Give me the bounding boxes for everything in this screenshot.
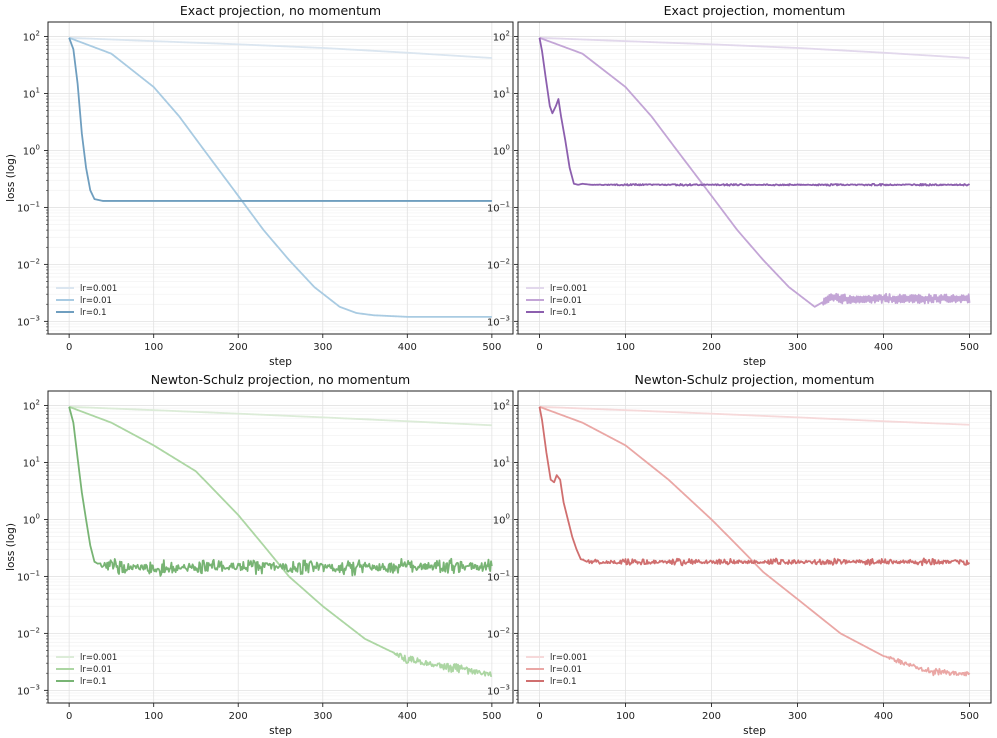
- x-tick-label: 400: [398, 342, 417, 353]
- series-line-lr-0-001: [539, 36, 970, 59]
- series-line-lr-0-1: [68, 37, 492, 202]
- y-tick-label: 10−3: [487, 683, 510, 697]
- x-tick-label: 100: [144, 342, 163, 353]
- legend: lr=0.001 lr=0.01 lr=0.1: [56, 653, 117, 687]
- subplot-1: 10−3 10−2 10−1 100 101 102 0 100 200 300 400 500 Exa…: [5, 3, 514, 368]
- x-tick-label: 300: [313, 342, 332, 353]
- x-tick-label: 0: [66, 711, 72, 722]
- x-tick-label: 400: [398, 711, 417, 722]
- series-line-lr-0-1: [68, 406, 493, 577]
- y-tick-label: 100: [493, 143, 510, 157]
- axes-frame: [47, 390, 514, 704]
- plot-area: [68, 36, 492, 318]
- x-tick-label: 500: [960, 711, 979, 722]
- x-axis-label: step: [269, 356, 292, 368]
- y-tick-label: 10−2: [17, 626, 40, 640]
- chart-title: Exact projection, no momentum: [180, 3, 381, 18]
- legend-label: lr=0.001: [80, 653, 117, 663]
- legend-label: lr=0.1: [80, 677, 107, 687]
- y-tick-label: 10−2: [487, 257, 510, 271]
- y-tick-label: 102: [23, 30, 40, 44]
- legend-label: lr=0.001: [80, 284, 117, 294]
- x-tick-label: 300: [313, 711, 332, 722]
- x-tick-label: 200: [229, 711, 248, 722]
- subplot-4: 10−3 10−2 10−1 100 101 102 0 100 200 300 400 500 New…: [487, 372, 992, 737]
- y-tick-label: 10−3: [17, 314, 40, 328]
- y-tick-label: 10−3: [17, 683, 40, 697]
- series-line-lr-0-01: [68, 36, 492, 318]
- series-line-lr-0-01: [539, 36, 971, 308]
- x-tick-label: 0: [66, 342, 72, 353]
- x-tick-label: 300: [788, 342, 807, 353]
- y-tick-label: 10−1: [17, 569, 40, 583]
- x-tick-label: 400: [874, 342, 893, 353]
- legend-label: lr=0.01: [80, 296, 112, 306]
- legend: lr=0.001 lr=0.01 lr=0.1: [56, 284, 117, 318]
- y-tick-label: 100: [23, 512, 40, 526]
- subplot-2: 10−3 10−2 10−1 100 101 102 0 100 200 300 400 500 Exa…: [487, 3, 992, 368]
- series-line-lr-0-001: [539, 405, 970, 426]
- y-tick-label: 102: [493, 30, 510, 44]
- legend-label: lr=0.01: [550, 665, 582, 675]
- axes-frame: [517, 390, 992, 704]
- y-tick-label: 100: [23, 143, 40, 157]
- x-tick-label: 0: [536, 711, 542, 722]
- y-tick-label: 101: [23, 87, 40, 101]
- y-tick-label: 100: [493, 512, 510, 526]
- axes-frame: [47, 21, 514, 335]
- x-tick-label: 100: [616, 711, 635, 722]
- axes-frame: [517, 21, 992, 335]
- plot-area: [538, 36, 971, 308]
- chart-title: Newton-Schulz projection, no momentum: [151, 372, 410, 387]
- y-tick-label: 102: [493, 399, 510, 413]
- y-tick-label: 102: [23, 399, 40, 413]
- legend-label: lr=0.01: [550, 296, 582, 306]
- x-tick-label: 500: [482, 711, 501, 722]
- y-tick-label: 101: [493, 87, 510, 101]
- x-axis-label: step: [269, 725, 292, 737]
- plot-area: [538, 405, 971, 677]
- y-axis-label: loss (log): [5, 523, 17, 571]
- x-axis-label: step: [743, 725, 766, 737]
- x-tick-label: 0: [536, 342, 542, 353]
- legend-label: lr=0.1: [550, 308, 577, 318]
- x-tick-label: 500: [960, 342, 979, 353]
- subplot-3: 10−3 10−2 10−1 100 101 102 0 100 200 300 400 500 New…: [5, 372, 514, 737]
- legend-label: lr=0.1: [80, 308, 107, 318]
- series-line-lr-0-1: [538, 406, 971, 567]
- y-tick-label: 101: [493, 456, 510, 470]
- x-tick-label: 200: [702, 711, 721, 722]
- series-line-lr-0-001: [69, 405, 492, 427]
- y-tick-label: 10−3: [487, 314, 510, 328]
- y-tick-label: 10−1: [17, 200, 40, 214]
- x-tick-label: 200: [229, 342, 248, 353]
- chart-title: Newton-Schulz projection, momentum: [635, 372, 875, 387]
- series-line-lr-0-1: [538, 37, 971, 187]
- legend: lr=0.001 lr=0.01 lr=0.1: [526, 284, 587, 318]
- plot-area: [68, 405, 493, 678]
- y-tick-label: 10−1: [487, 569, 510, 583]
- x-tick-label: 500: [482, 342, 501, 353]
- y-tick-label: 101: [23, 456, 40, 470]
- x-tick-label: 400: [874, 711, 893, 722]
- x-tick-label: 100: [616, 342, 635, 353]
- x-tick-label: 100: [144, 711, 163, 722]
- x-axis-label: step: [743, 356, 766, 368]
- legend-label: lr=0.1: [550, 677, 577, 687]
- y-tick-label: 10−1: [487, 200, 510, 214]
- legend-label: lr=0.001: [550, 284, 587, 294]
- x-tick-label: 300: [788, 711, 807, 722]
- y-tick-label: 10−2: [17, 257, 40, 271]
- y-axis-label: loss (log): [5, 154, 17, 202]
- series-line-lr-0-01: [539, 405, 971, 677]
- x-tick-label: 200: [702, 342, 721, 353]
- legend-label: lr=0.001: [550, 653, 587, 663]
- legend-label: lr=0.01: [80, 665, 112, 675]
- chart-title: Exact projection, momentum: [664, 3, 846, 18]
- series-line-lr-0-001: [69, 36, 492, 59]
- legend: lr=0.001 lr=0.01 lr=0.1: [526, 653, 587, 687]
- y-tick-label: 10−2: [487, 626, 510, 640]
